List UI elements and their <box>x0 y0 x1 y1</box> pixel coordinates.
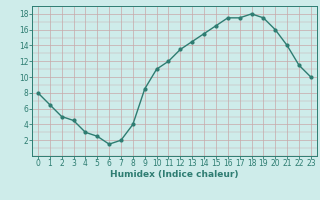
X-axis label: Humidex (Indice chaleur): Humidex (Indice chaleur) <box>110 170 239 179</box>
